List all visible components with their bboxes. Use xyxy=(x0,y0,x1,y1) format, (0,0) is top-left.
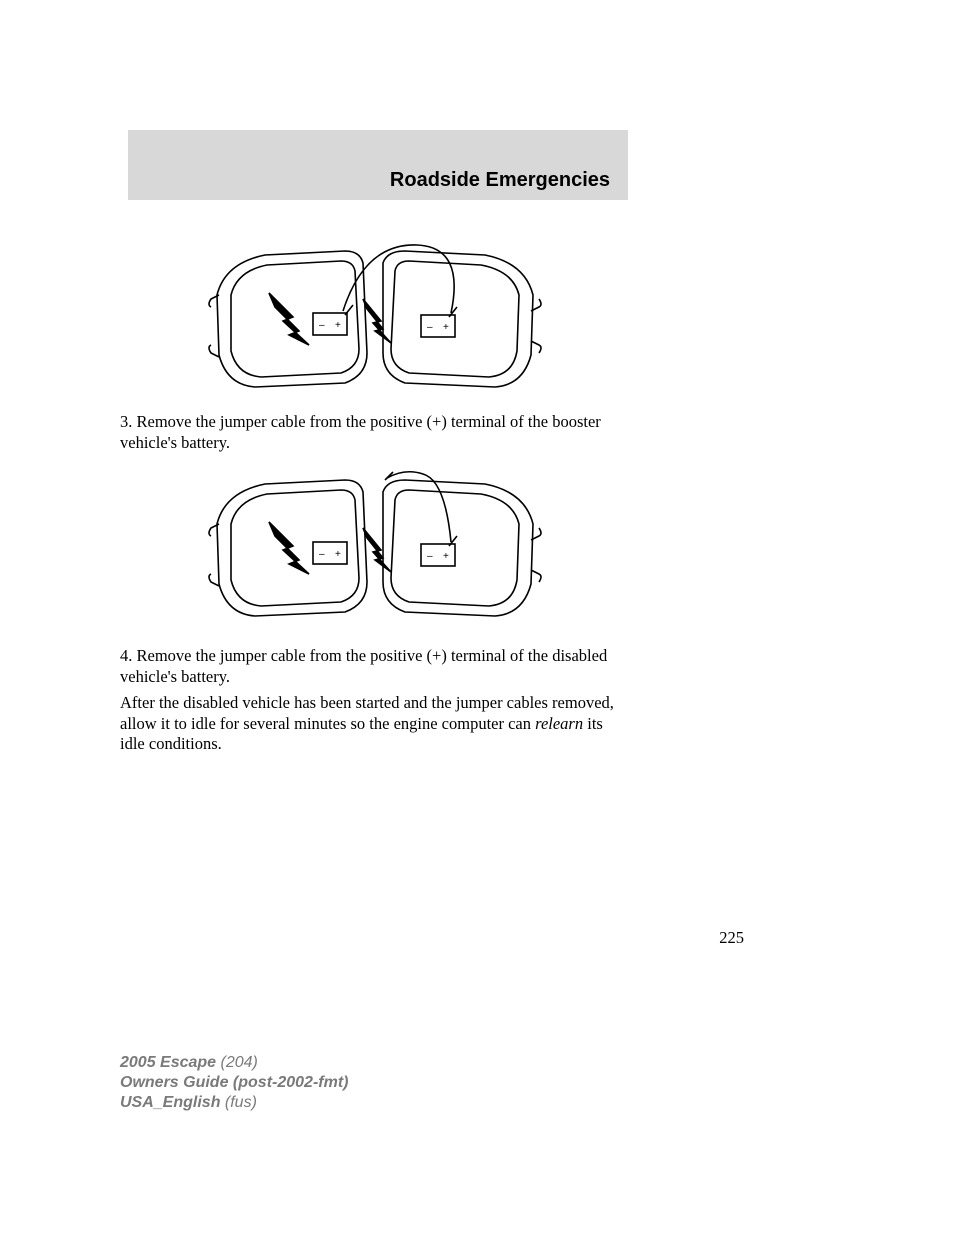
footer-model-code: (204) xyxy=(221,1054,258,1071)
step-4-text: 4. Remove the jumper cable from the posi… xyxy=(120,646,630,687)
jumper-cable-diagram-1: – + – + xyxy=(120,235,630,405)
footer-locale: USA_English xyxy=(120,1094,225,1111)
jumper-cable-diagram-2: – + – + xyxy=(120,464,630,634)
diagram-1-container: – + – + xyxy=(120,225,630,419)
battery-neg-label: – xyxy=(427,322,433,333)
battery-neg-label: – xyxy=(319,549,325,560)
battery-pos-label: + xyxy=(335,320,341,331)
battery-pos-label: + xyxy=(335,549,341,560)
footer-locale-code: (fus) xyxy=(225,1094,257,1111)
battery-neg-label: – xyxy=(319,320,325,331)
footer-line-2: Owners Guide (post-2002-fmt) xyxy=(120,1073,348,1093)
section-title: Roadside Emergencies xyxy=(390,169,610,192)
diagram-2-container: – + – + xyxy=(120,454,630,648)
battery-pos-label: + xyxy=(443,322,449,333)
step-3-block: 3. Remove the jumper cable from the posi… xyxy=(120,412,630,453)
step-3-text: 3. Remove the jumper cable from the posi… xyxy=(120,412,630,453)
document-footer: 2005 Escape (204) Owners Guide (post-200… xyxy=(120,1053,348,1113)
engine-bay-illustration-1: – + – + xyxy=(205,235,545,405)
footer-model: 2005 Escape xyxy=(120,1054,221,1071)
after-text-italic: relearn xyxy=(535,714,583,733)
page-number: 225 xyxy=(719,928,744,948)
engine-bay-illustration-2: – + – + xyxy=(205,464,545,634)
after-paragraph: After the disabled vehicle has been star… xyxy=(120,693,630,755)
section-header-band: Roadside Emergencies xyxy=(128,130,628,200)
footer-guide: Owners Guide (post-2002-fmt) xyxy=(120,1074,348,1091)
battery-pos-label: + xyxy=(443,551,449,562)
footer-line-3: USA_English (fus) xyxy=(120,1093,348,1113)
after-paragraph-block: After the disabled vehicle has been star… xyxy=(120,693,630,755)
battery-neg-label: – xyxy=(427,551,433,562)
footer-line-1: 2005 Escape (204) xyxy=(120,1053,348,1073)
step-4-block: 4. Remove the jumper cable from the posi… xyxy=(120,646,630,687)
